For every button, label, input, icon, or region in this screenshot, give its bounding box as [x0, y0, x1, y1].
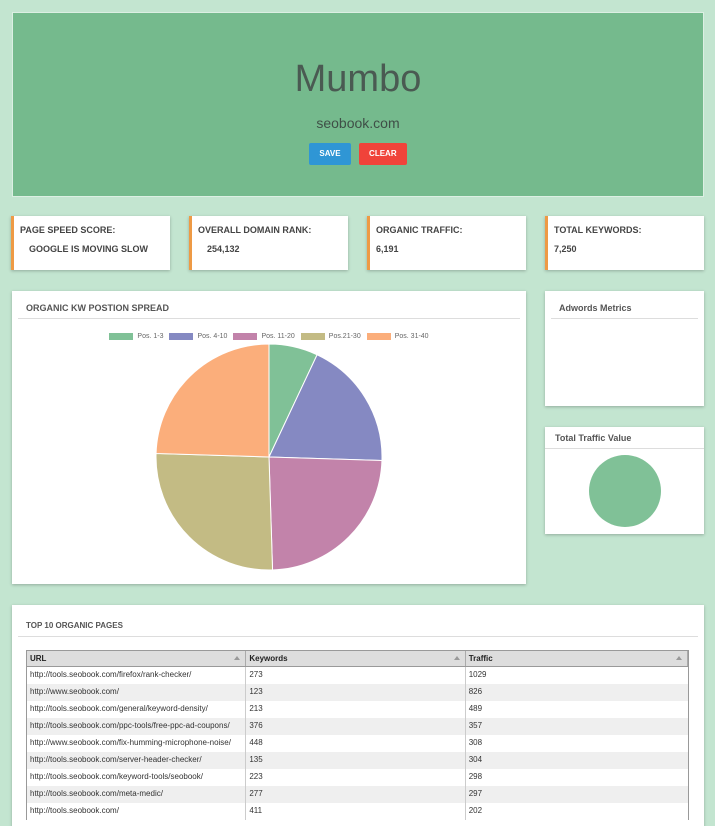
stat-value: 7,250 — [554, 244, 577, 254]
url-cell: http://tools.seobook.com/firefox/rank-ch… — [27, 667, 247, 684]
table-header: URL Keywords Traffic — [27, 651, 689, 667]
stat-value: 6,191 — [376, 244, 399, 254]
table-row[interactable]: http://tools.seobook.com/keyword-tools/s… — [27, 769, 688, 786]
table-row[interactable]: http://tools.seobook.com/meta-medic/277 2… — [27, 786, 688, 803]
keywords-cell: 448 — [246, 735, 466, 752]
url-cell: http://tools.seobook.com/meta-medic/ — [27, 786, 247, 803]
table-row[interactable]: http://tools.seobook.com/server-header-c… — [27, 752, 688, 769]
stat-label: ORGANIC TRAFFIC: — [376, 225, 463, 235]
column-header-url[interactable]: URL — [27, 651, 247, 666]
table-body: http://tools.seobook.com/firefox/rank-ch… — [27, 667, 688, 820]
keywords-cell: 135 — [246, 752, 466, 769]
legend-swatch — [169, 333, 194, 340]
traffic-cell: 489 — [468, 704, 483, 713]
column-header-keywords[interactable]: Keywords — [246, 651, 466, 666]
url-cell: http://www.seobook.com/fix-humming-micro… — [27, 735, 247, 752]
legend-label: Pos. 11-20 — [261, 333, 295, 340]
table-row[interactable]: http://tools.seobook.com/411 202 — [27, 803, 688, 820]
stat-label: TOTAL KEYWORDS: — [554, 225, 642, 235]
traffic-value-panel: Total Traffic Value — [545, 427, 704, 534]
legend-swatch — [300, 333, 325, 340]
sort-icon — [234, 656, 241, 660]
legend-item[interactable]: Pos. 11-20 — [233, 333, 295, 340]
url-cell: http://www.seobook.com/ — [27, 684, 247, 701]
traffic-value-title: Total Traffic Value — [545, 427, 704, 449]
legend-swatch — [366, 333, 391, 340]
site-header: Mumbo seobook.com SAVE CLEAR — [12, 12, 704, 197]
table-row[interactable]: http://tools.seobook.com/firefox/rank-ch… — [27, 667, 688, 684]
legend-item[interactable]: Pos. 1-3 — [109, 333, 163, 340]
traffic-cell: 308 — [468, 738, 483, 747]
keywords-cell: 223 — [246, 769, 466, 786]
clear-button[interactable]: CLEAR — [359, 143, 407, 165]
traffic-cell: 297 — [468, 789, 483, 798]
legend-swatch — [109, 333, 134, 340]
keywords-cell: 376 — [246, 718, 466, 735]
traffic-cell: 304 — [468, 755, 483, 764]
keywords-cell: 411 — [246, 803, 466, 820]
legend-label: Pos.21-30 — [328, 333, 361, 340]
legend-item[interactable]: Pos.21-30 — [300, 333, 361, 340]
url-cell: http://tools.seobook.com/general/keyword… — [27, 701, 247, 718]
sort-icon — [453, 656, 460, 660]
pie-slice[interactable] — [589, 455, 661, 527]
legend-item[interactable]: Pos. 4-10 — [169, 333, 227, 340]
table-row[interactable]: http://tools.seobook.com/ppc-tools/free-… — [27, 718, 688, 735]
stat-value: 254,132 — [207, 244, 240, 254]
stat-card-domain-rank: OVERALL DOMAIN RANK: 254,132 — [189, 216, 348, 270]
sort-icon — [676, 656, 683, 660]
legend-item[interactable]: Pos. 31-40 — [366, 333, 429, 340]
table-row[interactable]: http://tools.seobook.com/general/keyword… — [27, 701, 688, 718]
stat-label: PAGE SPEED SCORE: — [20, 225, 116, 235]
keywords-cell: 277 — [246, 786, 466, 803]
traffic-cell: 826 — [468, 687, 483, 696]
pie-slice[interactable] — [268, 456, 383, 571]
keywords-cell: 123 — [246, 684, 466, 701]
stat-card-total-keywords: TOTAL KEYWORDS: 7,250 — [545, 216, 704, 270]
save-button[interactable]: SAVE — [309, 143, 351, 165]
top-pages-title: TOP 10 ORGANIC PAGES — [18, 615, 698, 637]
kw-position-panel: ORGANIC KW POSTION SPREAD Pos. 1-3 Pos. 4… — [12, 291, 526, 584]
legend-label: Pos. 4-10 — [197, 333, 228, 340]
chart-legend: Pos. 1-3 Pos. 4-10 Pos. 11-20 Pos.21-30 Pos.… — [12, 333, 526, 342]
kw-pie-chart — [155, 343, 383, 571]
legend-label: Pos. 31-40 — [394, 333, 429, 340]
traffic-cell: 298 — [468, 772, 483, 781]
url-cell: http://tools.seobook.com/server-header-c… — [27, 752, 247, 769]
pie-slice[interactable] — [155, 343, 270, 458]
top-pages-table: URL Keywords Traffic http://tools.seoboo… — [26, 650, 689, 820]
table-row[interactable]: http://www.seobook.com/123 826 — [27, 684, 688, 701]
stat-value: GOOGLE IS MOVING SLOW — [29, 244, 149, 254]
keywords-cell: 273 — [246, 667, 466, 684]
kw-panel-title: ORGANIC KW POSTION SPREAD — [18, 297, 520, 319]
column-header-traffic[interactable]: Traffic — [466, 651, 689, 666]
adwords-panel-title: Adwords Metrics — [551, 297, 698, 319]
site-title: Mumbo — [294, 58, 422, 100]
legend-swatch — [233, 333, 258, 340]
traffic-cell: 357 — [468, 721, 483, 730]
header-actions: SAVE CLEAR — [13, 143, 703, 165]
pie-slice[interactable] — [268, 354, 383, 462]
url-cell: http://tools.seobook.com/keyword-tools/s… — [27, 769, 247, 786]
traffic-cell: 1029 — [468, 670, 487, 679]
stat-card-organic-traffic: ORGANIC TRAFFIC: 6,191 — [367, 216, 526, 270]
site-domain: seobook.com — [316, 115, 400, 131]
pie-slice[interactable] — [155, 452, 274, 571]
url-cell: http://tools.seobook.com/ppc-tools/free-… — [27, 718, 247, 735]
traffic-cell: 202 — [468, 806, 483, 815]
stat-label: OVERALL DOMAIN RANK: — [198, 225, 312, 235]
table-row[interactable]: http://www.seobook.com/fix-humming-micro… — [27, 735, 688, 752]
stat-card-page-speed: PAGE SPEED SCORE: GOOGLE IS MOVING SLOW — [11, 216, 170, 270]
adwords-panel: Adwords Metrics — [545, 291, 704, 406]
url-cell: http://tools.seobook.com/ — [27, 803, 247, 820]
legend-label: Pos. 1-3 — [137, 333, 164, 340]
traffic-value-chart — [589, 455, 661, 527]
keywords-cell: 213 — [246, 701, 466, 718]
